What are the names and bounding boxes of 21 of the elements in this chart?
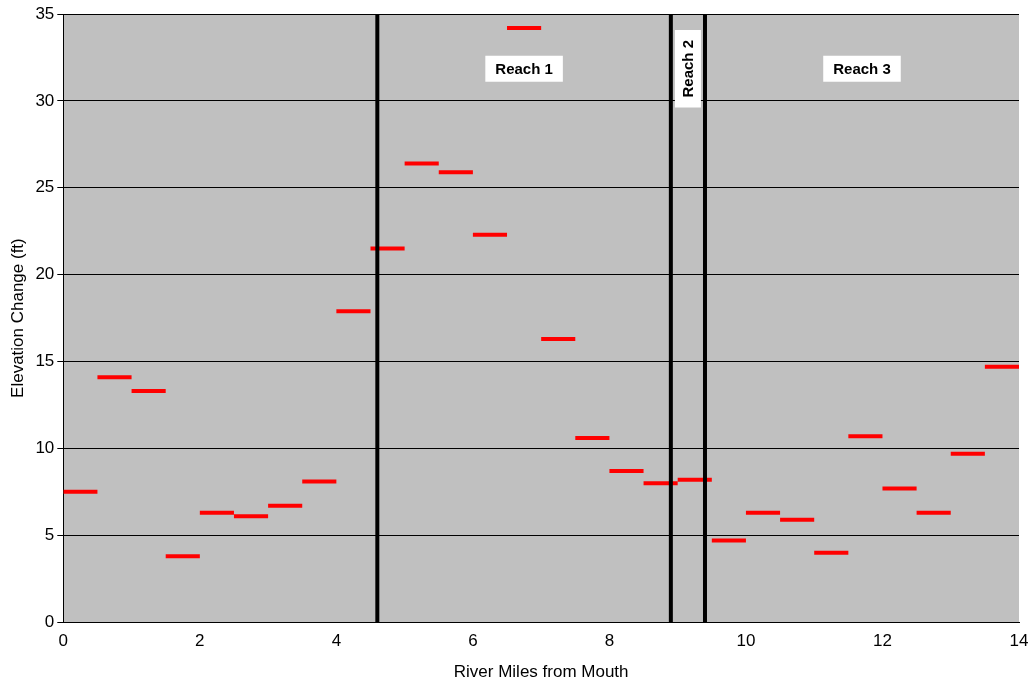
x-tick-label: 14: [1009, 631, 1029, 651]
x-axis-title: River Miles from Mouth: [453, 662, 629, 682]
y-tick-label: 25: [35, 177, 55, 197]
x-tick-label: 2: [195, 631, 205, 651]
annotation: Reach 3: [833, 59, 891, 77]
x-tick-label: 12: [873, 631, 892, 651]
x-tick-label: 0: [58, 631, 69, 651]
y-tick-label: 15: [35, 351, 55, 371]
y-tick-label: 35: [35, 3, 55, 23]
annotation: Reach 2: [679, 39, 697, 98]
y-tick-label: 20: [35, 264, 55, 284]
x-tick-label: 8: [604, 631, 615, 651]
x-tick-label: 4: [331, 631, 342, 651]
y-tick-label: 10: [35, 438, 55, 458]
x-tick-label: 10: [736, 631, 756, 651]
y-tick-label: 30: [35, 90, 55, 110]
annotation: Reach 1: [495, 59, 553, 77]
y-tick-label: 0: [44, 611, 55, 631]
x-tick-label: 6: [468, 631, 478, 651]
y-axis-title: Elevation Change (ft): [7, 238, 27, 398]
y-tick-label: 5: [44, 525, 55, 544]
